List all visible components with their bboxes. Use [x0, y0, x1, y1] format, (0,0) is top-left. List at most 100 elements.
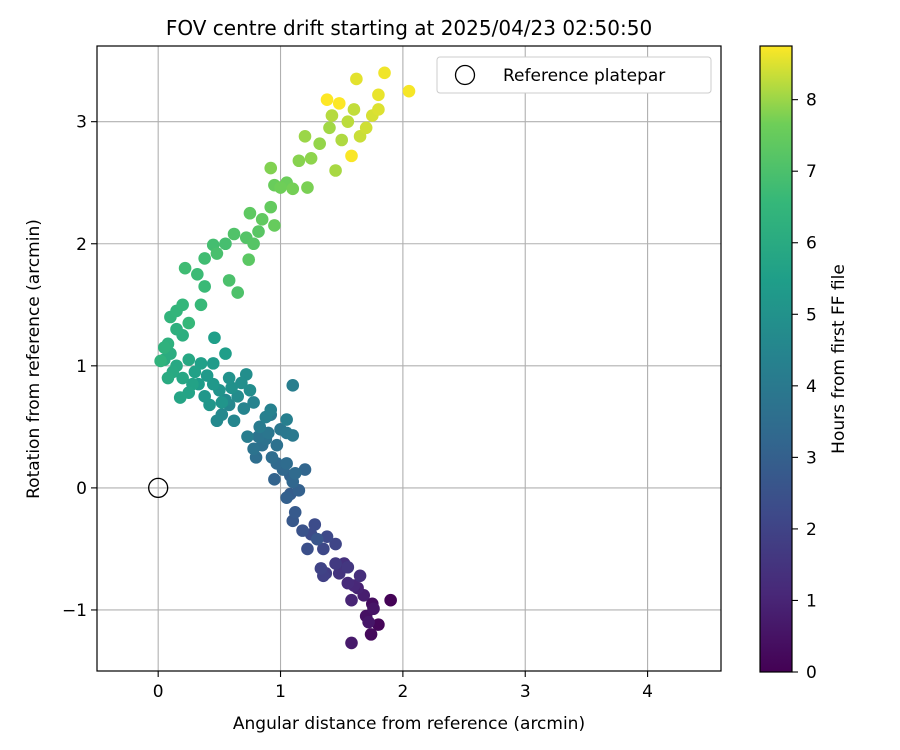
- data-point: [191, 267, 204, 281]
- data-point: [353, 569, 367, 583]
- data-point: [235, 376, 248, 390]
- data-point: [345, 636, 358, 650]
- data-point: [268, 473, 281, 486]
- data-point: [296, 524, 309, 537]
- data-point: [194, 298, 208, 312]
- data-point: [288, 466, 302, 480]
- y-tick-label: 1: [76, 357, 87, 377]
- data-point: [182, 353, 196, 367]
- data-point: [170, 322, 183, 336]
- data-point: [176, 371, 189, 385]
- data-point: [298, 130, 312, 143]
- data-point: [310, 532, 324, 546]
- legend-marker-reference: [454, 64, 476, 86]
- data-point: [227, 227, 241, 241]
- data-point: [243, 383, 257, 397]
- colorbar-tick-label: 7: [806, 162, 817, 182]
- data-point: [268, 219, 281, 232]
- data-point: [264, 161, 278, 175]
- data-point: [243, 206, 257, 220]
- data-point: [359, 121, 373, 135]
- colorbar-tick-label: 3: [806, 448, 817, 468]
- data-point: [222, 274, 236, 287]
- data-point: [225, 381, 238, 395]
- data-point: [286, 182, 300, 196]
- data-point: [227, 414, 241, 428]
- data-point: [237, 402, 251, 415]
- colorbar-tick-label: 8: [806, 91, 817, 111]
- data-point: [173, 391, 187, 404]
- data-point: [329, 164, 342, 177]
- data-point: [298, 463, 312, 476]
- data-point: [332, 97, 346, 110]
- data-point: [176, 298, 189, 312]
- data-point: [154, 354, 167, 368]
- data-point: [372, 88, 385, 102]
- chart-title: FOV centre drift starting at 2025/04/23 …: [166, 16, 652, 40]
- data-point: [188, 365, 202, 379]
- data-point: [364, 628, 378, 641]
- x-tick-label: 4: [642, 682, 653, 702]
- colorbar-ticks: 0 1 2 3 4 5 6 7 8: [792, 91, 817, 683]
- y-tick-label: −1: [62, 601, 87, 621]
- data-point: [252, 430, 265, 443]
- y-tick-label: 0: [76, 479, 87, 499]
- data-point: [161, 371, 175, 385]
- x-tick-label: 3: [520, 682, 531, 702]
- data-point: [301, 542, 314, 556]
- data-point: [280, 457, 293, 470]
- data-point: [367, 602, 380, 616]
- data-point: [314, 562, 328, 575]
- data-point: [341, 576, 355, 590]
- data-point: [350, 72, 363, 86]
- data-point: [280, 491, 293, 504]
- data-point: [274, 181, 287, 194]
- colorbar: 0 1 2 3 4 5 6 7 8 Hours from first FF file: [759, 45, 849, 683]
- y-tick-label: 2: [76, 235, 87, 255]
- colorbar-tick-label: 1: [806, 591, 817, 611]
- data-point: [198, 252, 211, 265]
- data-point: [372, 618, 385, 631]
- reference-platepar-point: [148, 477, 169, 499]
- axes-frame: [96, 45, 722, 672]
- data-point: [341, 115, 355, 128]
- data-point: [320, 93, 334, 107]
- data-point: [320, 530, 334, 544]
- colorbar-tick-label: 6: [806, 234, 817, 254]
- colorbar-tick-label: 2: [806, 520, 817, 540]
- data-point: [345, 593, 358, 607]
- data-point: [265, 451, 279, 464]
- data-point: [215, 396, 229, 409]
- data-point: [178, 261, 192, 275]
- axis-ticks: 0 1 2 3 4 −1 0 1 2 3: [62, 113, 653, 702]
- data-point: [247, 396, 260, 409]
- data-point: [384, 593, 397, 607]
- data-point: [402, 84, 416, 98]
- data-point: [317, 542, 330, 556]
- data-point: [286, 429, 300, 442]
- data-point: [335, 133, 349, 147]
- x-axis-label: Angular distance from reference (arcmin): [233, 714, 585, 734]
- data-point: [347, 103, 361, 116]
- y-axis-label: Rotation from reference (arcmin): [24, 219, 44, 499]
- reference-marker: [148, 477, 169, 499]
- data-point: [280, 413, 293, 426]
- data-point: [292, 154, 306, 168]
- data-point: [372, 103, 385, 116]
- colorbar-label: Hours from first FF file: [829, 264, 849, 454]
- x-tick-label: 1: [275, 682, 286, 702]
- data-point: [210, 247, 224, 260]
- data-point: [157, 341, 171, 354]
- x-tick-label: 2: [397, 682, 408, 702]
- data-point: [182, 316, 196, 330]
- data-point: [345, 149, 358, 163]
- data-point: [313, 137, 326, 150]
- data-point: [329, 537, 342, 551]
- data-point: [206, 357, 220, 370]
- data-point: [270, 438, 284, 452]
- legend-box: [436, 56, 712, 94]
- x-tick-label: 0: [153, 682, 164, 702]
- colorbar-tick-label: 0: [806, 663, 817, 683]
- data-point: [286, 379, 300, 392]
- legend-label-reference: Reference platepar: [503, 66, 665, 86]
